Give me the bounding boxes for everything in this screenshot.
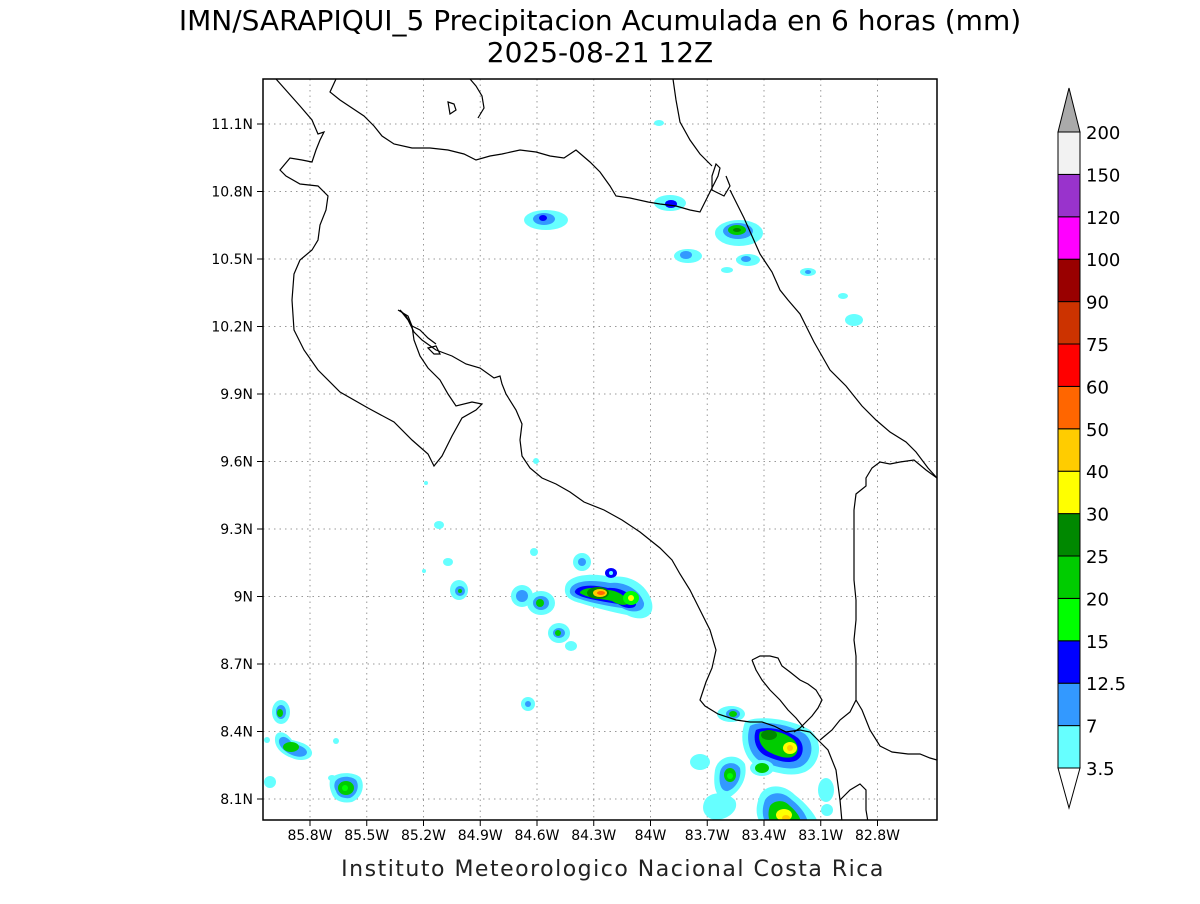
colorbar-label: 30	[1086, 505, 1109, 526]
lon-tick-label: 84.3W	[571, 828, 616, 844]
colorbar-label: 200	[1086, 123, 1120, 144]
lon-tick-label: 83.7W	[685, 828, 730, 844]
lat-tick-label: 10.2N	[211, 320, 253, 336]
latitude-labels: 11.1N 10.8N 10.5N 10.2N 9.9N 9.6N 9.3N 9N 8.7N 8.…	[211, 117, 253, 808]
title-line-1: IMN/SARAPIQUI_5 Precipitacion Acumulada …	[179, 4, 1021, 37]
colorbar-label: 150	[1086, 165, 1120, 186]
longitude-labels: 85.8W 85.5W 85.2W 84.9W 84.6W 84.3W 84W 83.7W 83…	[287, 828, 900, 844]
coastlines-and-borders	[275, 79, 937, 820]
lat-tick-label: 9.6N	[220, 455, 253, 471]
colorbar-swatch	[1057, 258, 1081, 303]
lat-tick-label: 8.7N	[220, 657, 253, 673]
lat-tick-label: 9.9N	[220, 387, 253, 403]
credit-text: Instituto Meteorologico Nacional Costa R…	[341, 857, 885, 882]
map-grid	[257, 79, 937, 826]
lon-tick-label: 82.8W	[855, 828, 900, 844]
lat-tick-label: 10.8N	[211, 185, 253, 201]
colorbar-swatch	[1057, 640, 1081, 684]
precipitation-field	[264, 120, 863, 820]
colorbar-label: 60	[1086, 377, 1109, 398]
lat-tick-label: 11.1N	[211, 117, 253, 133]
colorbar-label: 50	[1086, 420, 1109, 441]
colorbar-swatch	[1057, 428, 1081, 472]
colorbar-low-triangle	[1057, 767, 1081, 810]
colorbar-label: 20	[1086, 589, 1109, 610]
lon-tick-label: 83.1W	[798, 828, 843, 844]
colorbar-label: 12.5	[1086, 674, 1126, 695]
colorbar-swatch	[1057, 385, 1081, 430]
colorbar-label: 7	[1086, 717, 1097, 738]
colorbar-label: 15	[1086, 632, 1109, 653]
lon-tick-label: 85.5W	[344, 828, 389, 844]
colorbar-swatch	[1057, 725, 1081, 769]
lat-tick-label: 10.5N	[211, 252, 253, 268]
map-frame	[262, 78, 938, 821]
colorbar-label: 75	[1086, 335, 1109, 356]
lat-tick-label: 8.4N	[220, 725, 253, 741]
colorbar-swatch	[1057, 216, 1081, 260]
lon-tick-label: 84.6W	[514, 828, 559, 844]
lon-tick-label: 84.9W	[458, 828, 503, 844]
colorbar-label: 40	[1086, 462, 1109, 483]
colorbar-label: 120	[1086, 208, 1120, 229]
lon-tick-label: 85.8W	[287, 828, 332, 844]
colorbar: 3.5 7 12.5 15 20 25 30 40 50 60 75 90 100 120 150 200	[1057, 87, 1126, 810]
colorbar-swatch	[1057, 131, 1081, 175]
colorbar-swatch	[1057, 555, 1081, 599]
colorbar-label: 25	[1086, 547, 1109, 568]
lon-tick-label: 83.4W	[741, 828, 786, 844]
colorbar-swatch	[1057, 173, 1081, 218]
colorbar-swatch	[1057, 470, 1081, 515]
lon-tick-label: 84W	[635, 828, 667, 844]
colorbar-swatch	[1057, 682, 1081, 727]
title-line-2: 2025-08-21 12Z	[487, 36, 713, 69]
lon-tick-label: 85.2W	[401, 828, 446, 844]
lat-tick-label: 9N	[234, 590, 253, 606]
lat-tick-label: 9.3N	[220, 522, 253, 538]
colorbar-swatch	[1057, 343, 1081, 387]
lat-tick-label: 8.1N	[220, 792, 253, 808]
colorbar-swatch	[1057, 301, 1081, 345]
colorbar-swatch	[1057, 597, 1081, 642]
colorbar-label: 3.5	[1086, 759, 1115, 780]
colorbar-high-triangle	[1057, 87, 1081, 133]
colorbar-label: 90	[1086, 293, 1109, 314]
colorbar-swatch	[1057, 513, 1081, 557]
colorbar-label: 100	[1086, 250, 1120, 271]
